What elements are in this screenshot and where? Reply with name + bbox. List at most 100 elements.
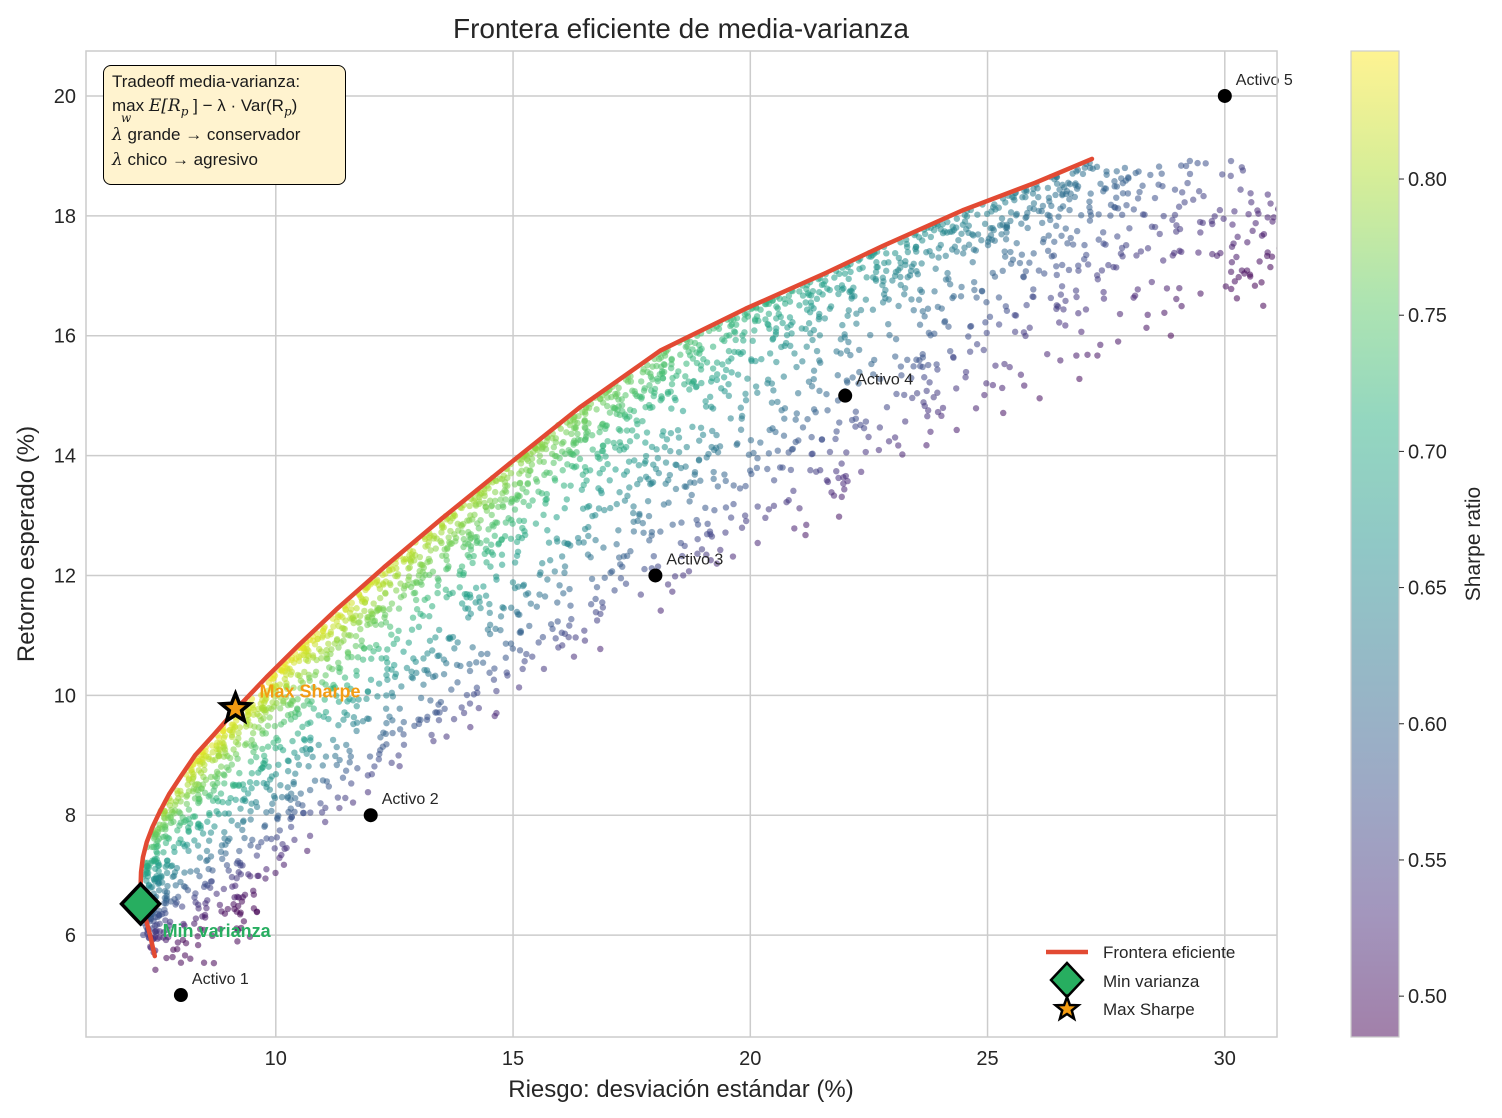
portfolio-point xyxy=(644,368,651,376)
portfolio-point xyxy=(358,637,365,644)
portfolio-point xyxy=(524,479,532,487)
portfolio-point xyxy=(862,448,869,456)
portfolio-point xyxy=(1007,248,1014,256)
portfolio-point xyxy=(1116,310,1124,318)
portfolio-point xyxy=(984,241,992,249)
portfolio-point xyxy=(1047,294,1055,302)
portfolio-point xyxy=(1073,293,1080,301)
portfolio-point xyxy=(559,642,566,649)
portfolio-point xyxy=(1484,170,1490,176)
portfolio-point xyxy=(419,612,427,619)
portfolio-point xyxy=(1100,188,1107,195)
portfolio-point xyxy=(249,729,257,737)
portfolio-point xyxy=(199,756,207,763)
portfolio-point xyxy=(458,529,466,536)
portfolio-point xyxy=(182,939,190,947)
portfolio-point xyxy=(818,436,826,443)
portfolio-point xyxy=(989,269,996,277)
portfolio-point xyxy=(361,607,368,615)
portfolio-point xyxy=(536,591,543,598)
portfolio-point xyxy=(184,781,191,788)
asset-point xyxy=(1217,88,1232,103)
formula-expectation: E[R xyxy=(148,95,181,116)
portfolio-point xyxy=(636,476,644,483)
portfolio-point xyxy=(1097,180,1104,187)
portfolio-point xyxy=(1135,168,1142,175)
portfolio-point xyxy=(383,719,390,727)
portfolio-point xyxy=(1113,194,1120,201)
portfolio-point xyxy=(438,529,445,536)
portfolio-point xyxy=(162,839,170,847)
portfolio-point xyxy=(615,384,622,392)
portfolio-point xyxy=(584,551,592,558)
portfolio-point xyxy=(1321,178,1327,184)
portfolio-point xyxy=(807,467,814,474)
portfolio-point xyxy=(561,569,568,577)
portfolio-point xyxy=(574,430,581,438)
portfolio-point xyxy=(607,504,614,512)
portfolio-point xyxy=(443,733,450,740)
portfolio-point xyxy=(235,735,242,742)
portfolio-point xyxy=(1001,248,1008,255)
portfolio-point xyxy=(158,874,165,881)
portfolio-point xyxy=(638,378,645,385)
portfolio-point xyxy=(1039,202,1047,210)
portfolio-point xyxy=(1021,382,1028,389)
portfolio-point xyxy=(553,535,561,542)
portfolio-point xyxy=(276,827,284,834)
portfolio-point xyxy=(323,778,331,785)
portfolio-point xyxy=(865,433,872,441)
portfolio-point xyxy=(315,712,322,719)
portfolio-point xyxy=(382,578,390,585)
portfolio-point xyxy=(155,862,162,869)
portfolio-point xyxy=(300,702,308,709)
portfolio-point xyxy=(426,613,433,620)
portfolio-point xyxy=(834,284,841,292)
portfolio-point xyxy=(600,442,607,449)
portfolio-point xyxy=(1030,200,1038,207)
portfolio-point xyxy=(1267,200,1274,207)
portfolio-point xyxy=(689,346,696,353)
portfolio-point xyxy=(287,823,295,831)
portfolio-point xyxy=(634,480,641,488)
portfolio-point xyxy=(870,371,877,378)
portfolio-point xyxy=(757,439,764,446)
portfolio-point xyxy=(901,391,908,399)
portfolio-point xyxy=(513,538,521,546)
portfolio-point xyxy=(250,887,257,895)
portfolio-point xyxy=(721,471,728,478)
portfolio-point xyxy=(563,429,570,436)
portfolio-point xyxy=(195,786,202,794)
portfolio-point xyxy=(466,502,473,510)
portfolio-point xyxy=(813,295,821,303)
portfolio-point xyxy=(803,521,810,529)
portfolio-point xyxy=(803,343,810,350)
portfolio-point xyxy=(151,855,159,863)
portfolio-point xyxy=(544,576,551,583)
asset-label: Activo 2 xyxy=(382,791,439,808)
portfolio-point xyxy=(1079,170,1087,178)
portfolio-point xyxy=(1044,211,1051,219)
portfolio-point xyxy=(300,651,307,659)
portfolio-point xyxy=(1144,311,1151,319)
portfolio-point xyxy=(799,292,807,299)
portfolio-point xyxy=(242,723,250,730)
portfolio-point xyxy=(732,336,739,344)
portfolio-point xyxy=(659,375,667,382)
portfolio-point xyxy=(1053,271,1060,279)
portfolio-point xyxy=(918,260,925,267)
portfolio-point xyxy=(650,552,657,560)
portfolio-point xyxy=(835,474,842,482)
portfolio-point xyxy=(850,284,857,291)
portfolio-point xyxy=(514,548,522,555)
portfolio-point xyxy=(1241,270,1248,277)
portfolio-point xyxy=(766,350,774,357)
portfolio-point xyxy=(953,215,961,222)
portfolio-point xyxy=(651,385,659,393)
portfolio-point xyxy=(1290,224,1296,230)
portfolio-point xyxy=(902,418,909,425)
portfolio-point xyxy=(1062,225,1069,232)
portfolio-point xyxy=(645,512,653,520)
portfolio-point xyxy=(262,695,270,702)
portfolio-point xyxy=(754,539,761,547)
